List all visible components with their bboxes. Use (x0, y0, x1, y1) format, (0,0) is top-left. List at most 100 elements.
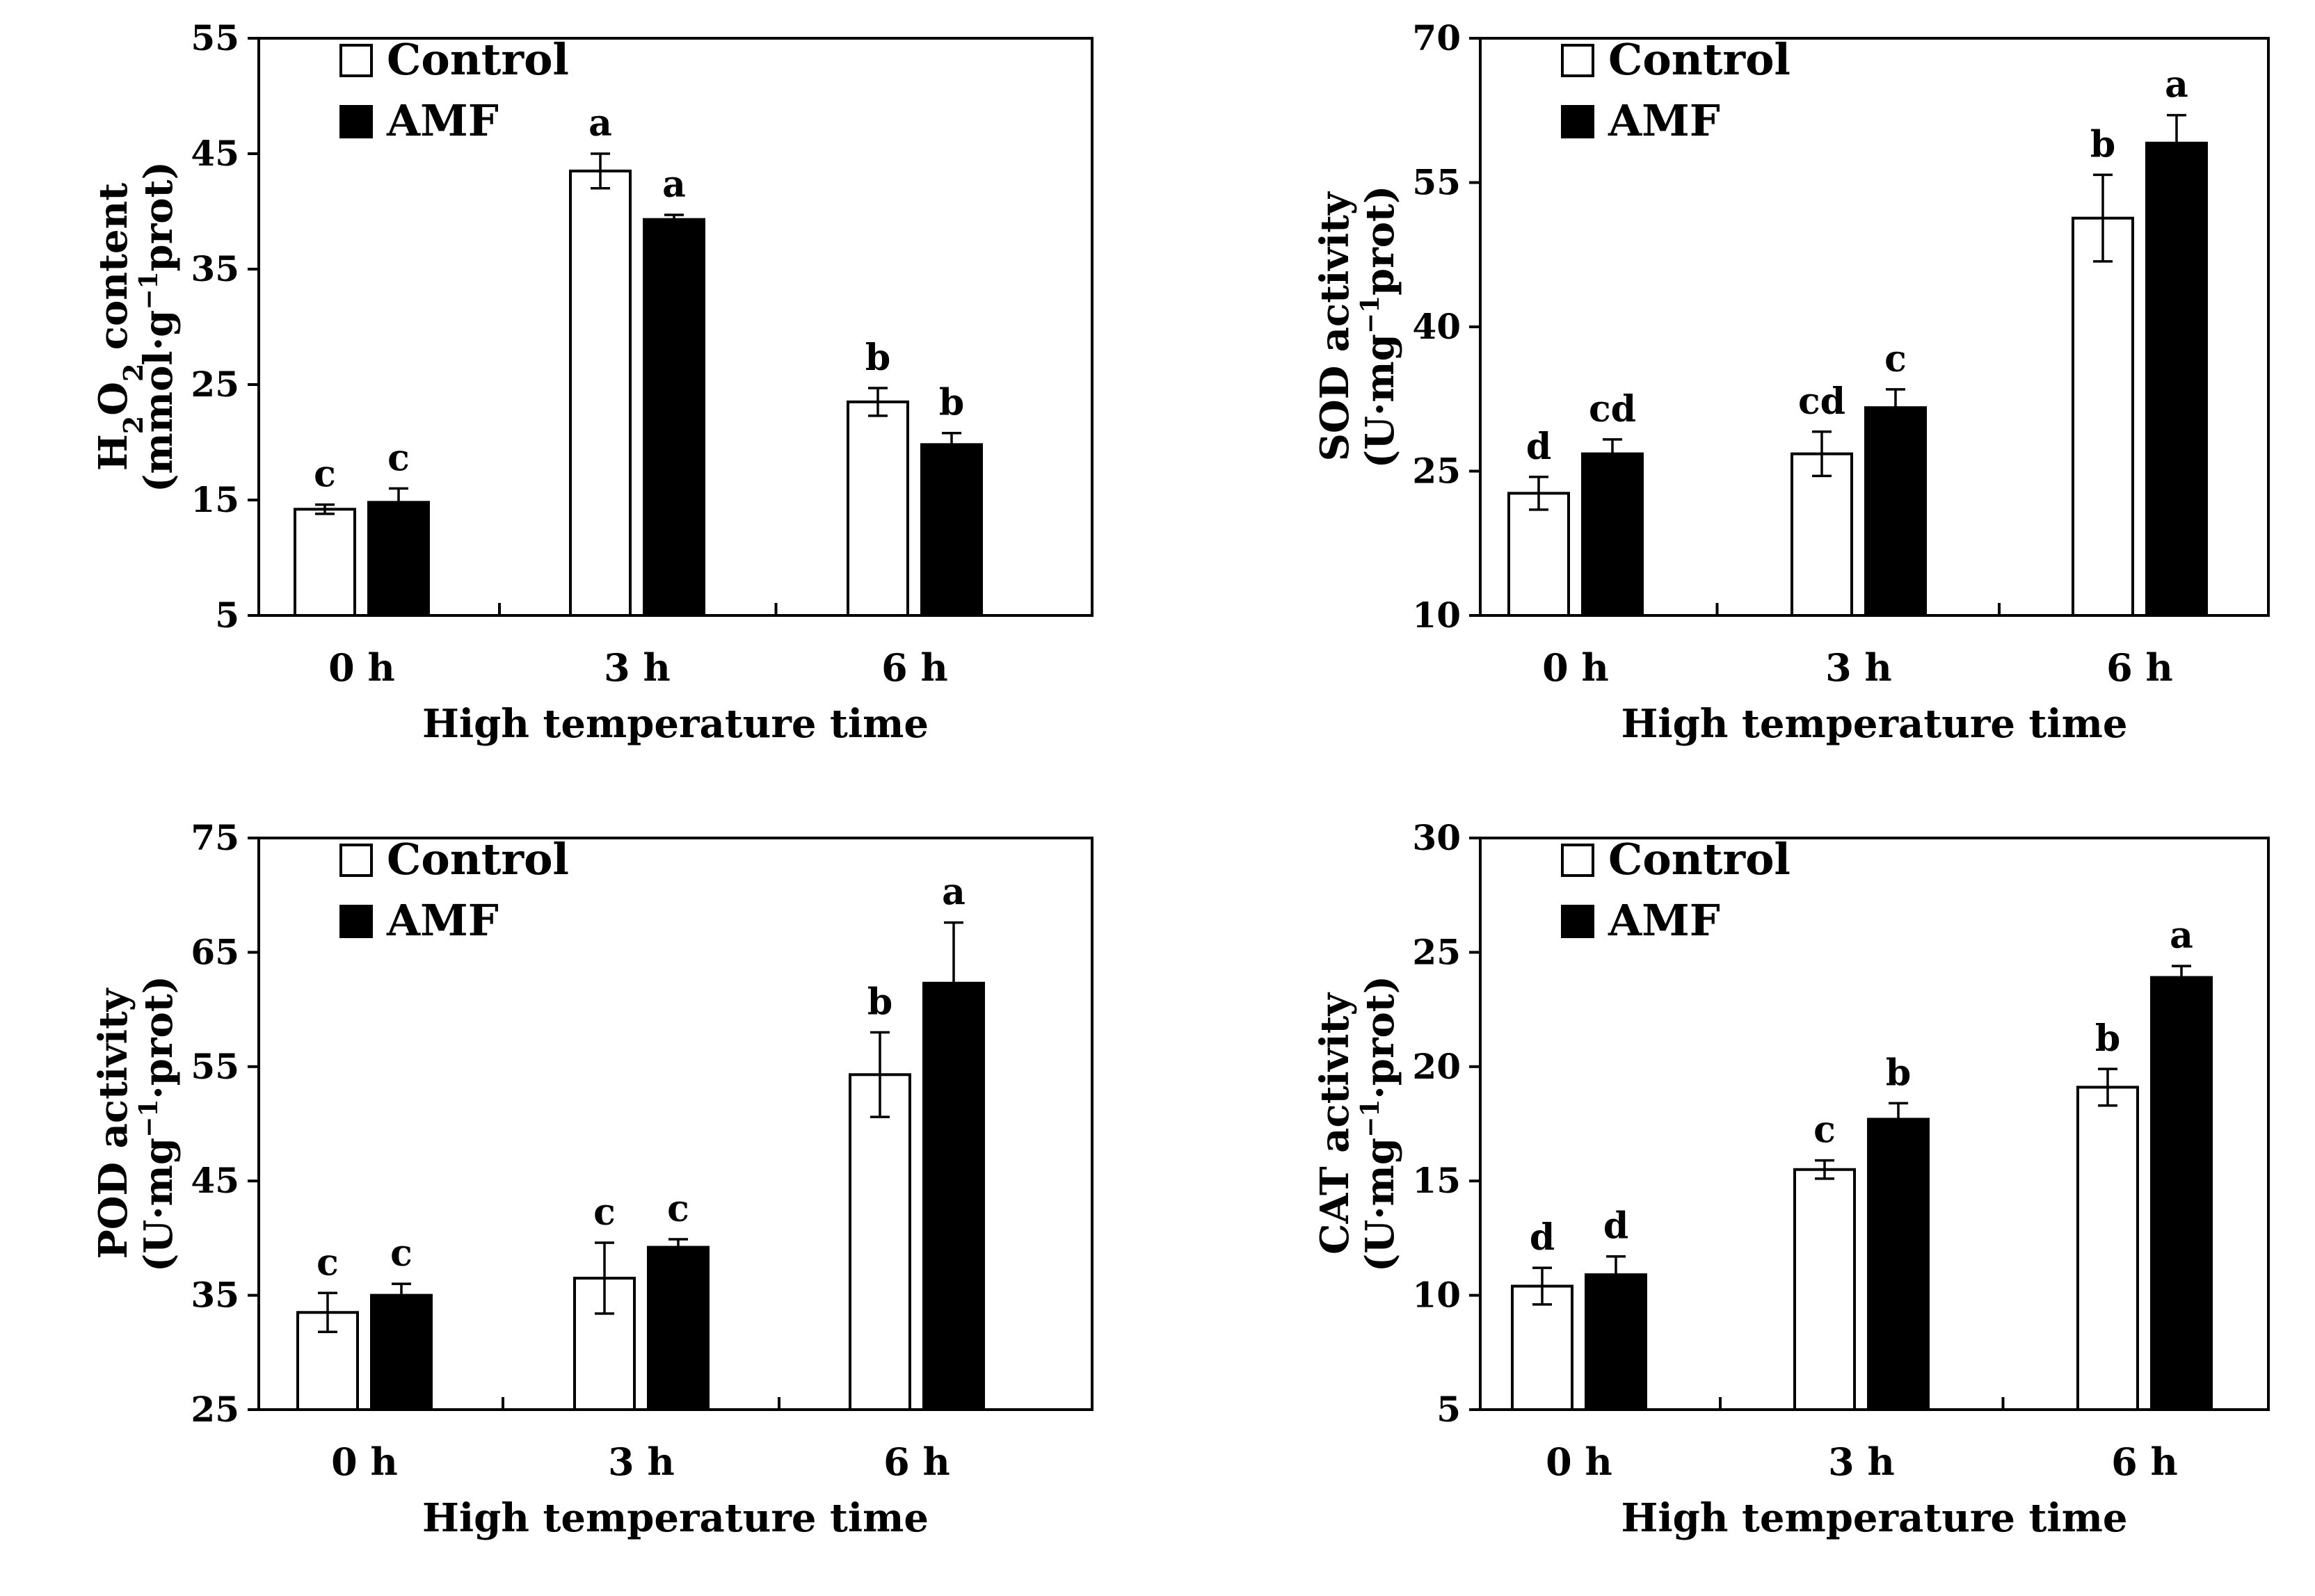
bar-control-3h (1791, 452, 1853, 617)
bar-amf-3h (1864, 406, 1927, 617)
y-axis-title-part: H (90, 434, 136, 471)
legend-label-control: Control (1608, 834, 1791, 885)
significance-label: d (1530, 1216, 1555, 1259)
y-tick-label: 15 (1412, 1160, 1461, 1201)
y-axis-title-line1: H2O2 content (90, 183, 149, 471)
x-axis-title: High temperature time (422, 701, 929, 747)
y-axis-title-part: O (90, 382, 136, 416)
y-axis-title-unit: (U·mg (1357, 334, 1403, 468)
significance-label: a (2165, 64, 2188, 106)
legend-label-amf: AMF (1608, 95, 1720, 146)
significance-label: c (317, 1241, 339, 1284)
x-tick-label: 0 h (1546, 1440, 1612, 1484)
legend-label-control: Control (387, 34, 569, 85)
y-axis-title-unit: (U·mg (136, 1138, 182, 1272)
significance-label: a (588, 102, 612, 145)
y-axis-title-line1: POD activity (90, 988, 136, 1259)
y-axis-title-line1: SOD activity (1312, 191, 1358, 461)
y-axis-title-superscript: −1 (1356, 1099, 1385, 1138)
significance-label: c (667, 1188, 689, 1230)
bar-amf-6h (2145, 141, 2208, 618)
legend-swatch-amf (339, 105, 373, 138)
bar-control-3h (1793, 1168, 1856, 1411)
y-tick-label: 5 (215, 595, 239, 636)
y-axis-title-part: content (90, 183, 136, 364)
bar-control-0h (1507, 492, 1570, 617)
bar-control-3h (569, 169, 632, 617)
significance-label: c (387, 437, 410, 479)
significance-label: b (2095, 1017, 2120, 1060)
significance-label: b (865, 337, 890, 379)
chart-panel-h2o2: 5 15 25 35 45 55 c c 0 h a a 3 h b b 6 h High temperatu… (90, 17, 1094, 747)
bar-amf-0h (1585, 1273, 1647, 1412)
y-tick-label: 40 (1412, 306, 1461, 347)
x-tick-label: 3 h (608, 1440, 675, 1484)
x-tick-label: 0 h (331, 1440, 398, 1484)
y-axis-title-unit-end: ·prot) (1357, 976, 1403, 1099)
x-tick-label: 6 h (881, 645, 948, 690)
significance-label: a (942, 871, 966, 914)
y-tick-label: 10 (1412, 595, 1461, 636)
y-tick-label: 30 (1412, 817, 1461, 858)
x-axis-title: High temperature time (1621, 701, 2127, 747)
bar-amf-0h (367, 501, 430, 617)
bar-amf-0h (1581, 452, 1644, 617)
significance-label: cd (1798, 380, 1845, 423)
significance-label: cd (1589, 388, 1636, 430)
y-axis-title-unit: (mmol·g (136, 310, 182, 492)
y-tick-label: 15 (191, 479, 239, 520)
chart-panel-pod: 25 35 45 55 65 75 c c 0 h c c 3 h b a 6 h High temperat… (90, 817, 1094, 1541)
bar-amf-3h (1867, 1118, 1930, 1411)
y-tick-label: 25 (191, 364, 239, 405)
bar-amf-0h (370, 1293, 433, 1411)
x-tick-label: 6 h (2106, 645, 2173, 690)
x-tick-label: 0 h (1542, 645, 1609, 690)
x-tick-label: 6 h (883, 1440, 950, 1484)
x-axis-title: High temperature time (1621, 1495, 2127, 1541)
y-axis-title-superscript: −1 (134, 1099, 163, 1138)
significance-label: a (2170, 914, 2193, 957)
y-tick-label: 25 (1412, 451, 1461, 492)
legend-label-control: Control (1608, 34, 1791, 85)
bar-control-0h (1511, 1284, 1573, 1411)
y-tick-label: 65 (191, 931, 239, 972)
y-axis-title-line2: (U·mg−1·prot) (134, 976, 182, 1272)
y-axis-title-unit-end: prot) (1357, 186, 1403, 296)
bar-control-6h (849, 1073, 911, 1411)
bar-control-6h (2076, 1086, 2139, 1411)
y-tick-label: 20 (1412, 1046, 1461, 1087)
y-tick-label: 75 (191, 817, 239, 858)
significance-label: c (1813, 1109, 1836, 1152)
legend-swatch-control (1561, 44, 1594, 77)
x-tick-label: 0 h (328, 645, 395, 690)
y-axis-title-line2: (mmol·g−1prot) (134, 161, 182, 492)
x-tick-label: 3 h (1825, 645, 1892, 690)
significance-label: d (1603, 1205, 1628, 1248)
legend-label-amf: AMF (1608, 895, 1720, 946)
x-tick-label: 6 h (2111, 1440, 2178, 1484)
legend-swatch-amf (1561, 105, 1594, 138)
y-axis-title-superscript: −1 (134, 271, 163, 309)
y-axis-title-unit-end: ·prot) (136, 976, 182, 1099)
legend-swatch-amf (1561, 905, 1594, 938)
x-axis-title: High temperature time (422, 1495, 929, 1541)
bar-control-0h (294, 508, 356, 618)
legend-swatch-control (339, 44, 373, 77)
bar-control-6h (847, 400, 909, 618)
y-tick-label: 45 (191, 1160, 239, 1201)
y-tick-label: 5 (1436, 1389, 1461, 1430)
y-axis-title-superscript: −1 (1356, 296, 1385, 334)
bar-amf-6h (922, 981, 985, 1411)
significance-label: a (662, 163, 686, 206)
significance-label: c (1884, 338, 1907, 380)
significance-label: b (2090, 123, 2115, 166)
bar-amf-3h (647, 1246, 710, 1411)
legend-swatch-control (339, 844, 373, 877)
bar-amf-3h (643, 218, 705, 617)
y-tick-label: 55 (1412, 162, 1461, 203)
y-tick-label: 25 (1412, 931, 1461, 972)
y-axis-title-line1: CAT activity (1312, 992, 1358, 1255)
legend-swatch-control (1561, 844, 1594, 877)
